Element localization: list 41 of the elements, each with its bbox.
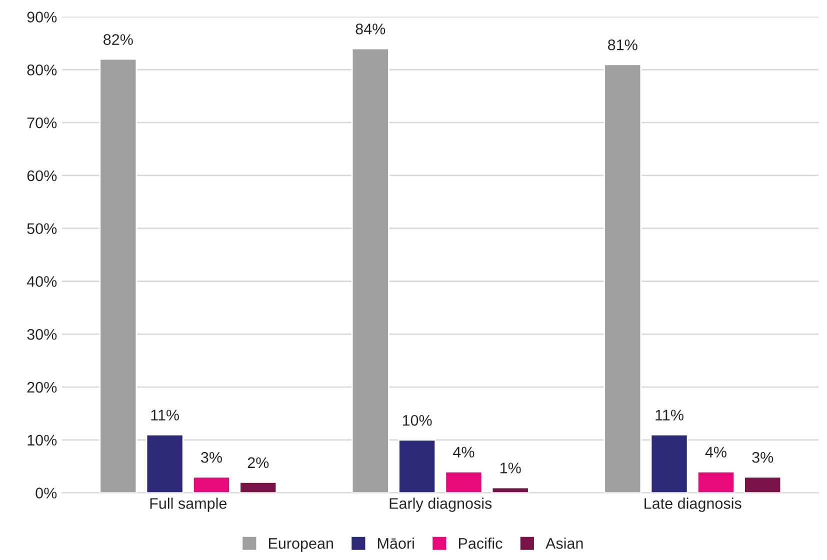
bar xyxy=(99,58,138,493)
bar xyxy=(398,439,436,493)
legend-label: Māori xyxy=(378,538,414,549)
data-label: 11% xyxy=(656,410,684,420)
bar xyxy=(650,434,688,493)
bar xyxy=(146,434,184,493)
data-label: 1% xyxy=(500,462,521,474)
bar xyxy=(444,470,483,493)
bar xyxy=(351,48,390,493)
y-tick-label: 50% xyxy=(27,223,57,234)
data-label: 3% xyxy=(201,452,222,463)
data-label: 4% xyxy=(705,446,726,458)
y-tick-label: 20% xyxy=(27,382,57,393)
y-tick-label: 0% xyxy=(36,488,57,498)
data-label: 82% xyxy=(104,34,133,45)
data-label: 3% xyxy=(752,452,774,463)
data-label: 81% xyxy=(608,39,638,50)
y-tick-label: 60% xyxy=(27,170,57,182)
bar xyxy=(239,482,278,493)
y-tick-label: 90% xyxy=(27,12,57,22)
bar xyxy=(192,476,230,493)
legend-label: Asian xyxy=(546,538,583,549)
bar xyxy=(604,64,642,493)
y-tick-label: 10% xyxy=(28,434,57,446)
x-tick-label: Late diagnosis xyxy=(644,498,742,512)
data-label: 4% xyxy=(453,446,474,458)
y-tick-label: 70% xyxy=(27,117,57,128)
y-tick-label: 40% xyxy=(26,276,57,287)
data-label: 2% xyxy=(248,457,269,468)
y-tick-label: 30% xyxy=(27,329,57,340)
bar xyxy=(491,486,530,493)
legend-label: Pacific xyxy=(458,538,502,549)
y-tick-label: 80% xyxy=(27,64,57,76)
data-label: 11% xyxy=(151,410,179,420)
legend-label: European xyxy=(268,538,333,552)
bar xyxy=(744,476,782,493)
data-label: 10% xyxy=(402,414,432,426)
x-tick-label: Early diagnosis xyxy=(390,498,492,512)
data-label: 84% xyxy=(356,24,386,34)
x-tick-label: Full sample xyxy=(150,498,227,512)
bar xyxy=(696,470,735,493)
